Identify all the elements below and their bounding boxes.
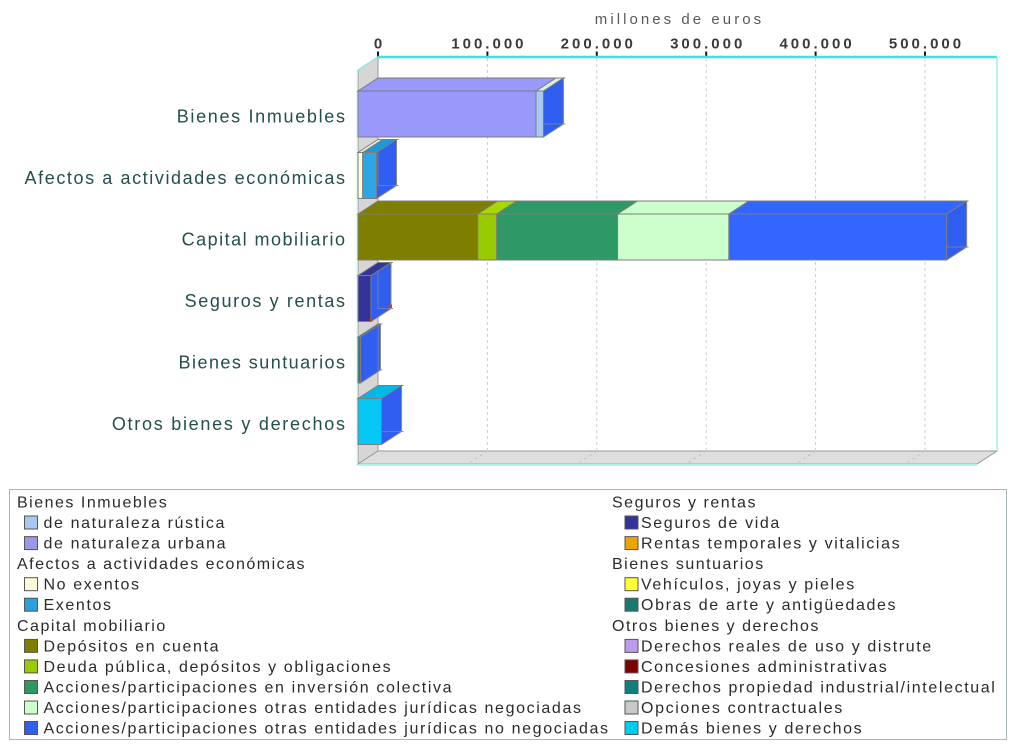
svg-text:Acciones/participaciones otras: Acciones/participaciones otras entidades… xyxy=(44,721,610,738)
svg-text:Bienes suntuarios: Bienes suntuarios xyxy=(612,556,765,573)
svg-text:500.000: 500.000 xyxy=(889,36,964,53)
svg-text:de naturaleza rústica: de naturaleza rústica xyxy=(44,515,227,532)
svg-text:Depósitos en cuenta: Depósitos en cuenta xyxy=(44,638,221,655)
svg-text:200.000: 200.000 xyxy=(561,36,636,53)
svg-text:Bienes suntuarios: Bienes suntuarios xyxy=(179,353,347,373)
svg-text:Capital mobiliario: Capital mobiliario xyxy=(17,618,167,635)
svg-text:Deuda pública, depósitos y obl: Deuda pública, depósitos y obligaciones xyxy=(44,659,393,676)
svg-text:Concesiones administrativas: Concesiones administrativas xyxy=(641,659,888,676)
svg-text:Seguros y rentas: Seguros y rentas xyxy=(612,495,757,512)
svg-text:300.000: 300.000 xyxy=(670,36,745,53)
svg-text:Demás bienes y derechos: Demás bienes y derechos xyxy=(641,721,863,738)
svg-text:Bienes Inmuebles: Bienes Inmuebles xyxy=(17,495,168,512)
svg-text:Seguros de vida: Seguros de vida xyxy=(641,515,781,532)
svg-text:No exentos: No exentos xyxy=(44,577,141,594)
svg-text:Otros bienes y derechos: Otros bienes y derechos xyxy=(612,618,820,635)
svg-text:Vehículos, joyas y pieles: Vehículos, joyas y pieles xyxy=(641,577,856,594)
svg-text:Obras de arte y antigüedades: Obras de arte y antigüedades xyxy=(641,597,897,614)
svg-text:Afectos a actividades económic: Afectos a actividades económicas xyxy=(25,168,347,188)
svg-text:Bienes Inmuebles: Bienes Inmuebles xyxy=(177,107,347,127)
svg-text:Derechos reales de uso y distr: Derechos reales de uso y distrute xyxy=(641,638,933,655)
svg-text:100.000: 100.000 xyxy=(451,36,526,53)
svg-text:0: 0 xyxy=(374,36,385,53)
svg-text:de naturaleza urbana: de naturaleza urbana xyxy=(44,536,228,553)
svg-text:Rentas temporales y vitalicias: Rentas temporales y vitalicias xyxy=(641,536,901,553)
svg-text:Opciones contractuales: Opciones contractuales xyxy=(641,700,844,717)
svg-text:Acciones/participaciones otras: Acciones/participaciones otras entidades… xyxy=(44,700,583,717)
svg-text:Capital mobiliario: Capital mobiliario xyxy=(182,230,347,250)
svg-text:Acciones/participaciones en in: Acciones/participaciones en inversión co… xyxy=(44,680,454,697)
svg-text:400.000: 400.000 xyxy=(779,36,854,53)
svg-text:Otros bienes y derechos: Otros bienes y derechos xyxy=(112,414,347,434)
svg-text:millones de euros: millones de euros xyxy=(595,11,764,28)
svg-text:Derechos propiedad industrial/: Derechos propiedad industrial/intelectua… xyxy=(641,680,996,697)
svg-text:Seguros y rentas: Seguros y rentas xyxy=(185,291,347,311)
svg-text:Exentos: Exentos xyxy=(44,597,113,614)
svg-text:Afectos a actividades económic: Afectos a actividades económicas xyxy=(17,556,306,573)
